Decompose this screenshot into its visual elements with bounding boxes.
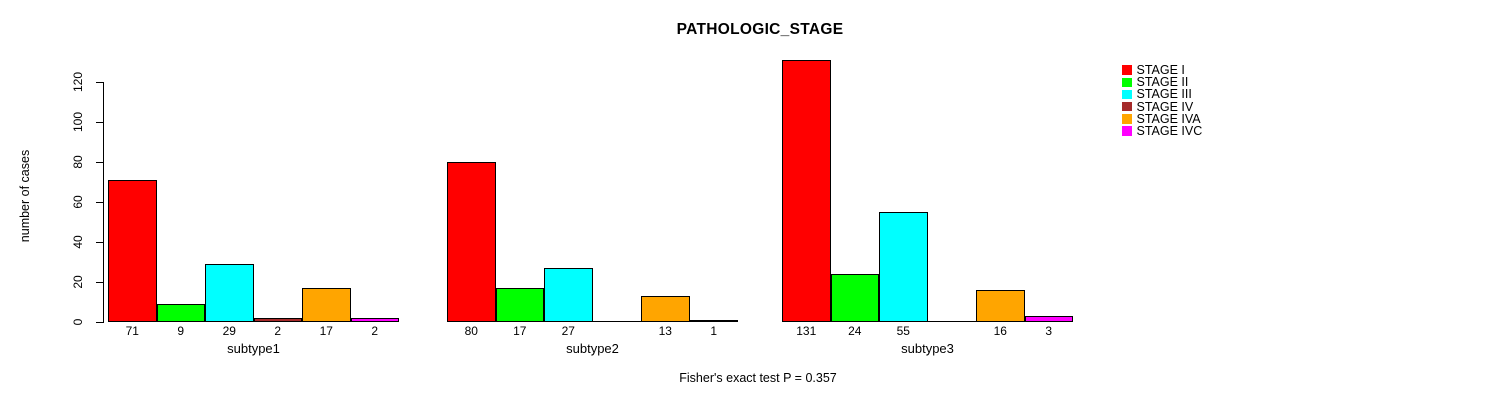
bar-value-label: 2 — [274, 324, 282, 338]
legend: STAGE I STAGE II STAGE III STAGE IV STAGE IV… — [1122, 63, 1203, 139]
bar-value-label: 17 — [513, 324, 527, 338]
bar — [205, 264, 254, 322]
bar — [447, 162, 496, 322]
bar-value-label: 1 — [710, 324, 718, 338]
bar-value-label: 17 — [319, 324, 333, 338]
legend-label: STAGE IVC — [1136, 124, 1203, 139]
bar — [830, 274, 879, 322]
y-axis-tick-label: 20 — [71, 275, 85, 289]
y-axis-tick-label: 40 — [71, 235, 85, 249]
legend-item: STAGE IV — [1122, 99, 1202, 114]
x-axis-category-label: subtype1 — [227, 341, 280, 356]
y-axis-tick — [96, 282, 103, 283]
x-axis-category-label: subtype2 — [566, 341, 619, 356]
legend-label: STAGE II — [1136, 75, 1189, 90]
bar — [976, 290, 1025, 322]
bar-value-label: 3 — [1045, 324, 1053, 338]
legend-color-swatch — [1122, 65, 1132, 75]
bar-value-label: 80 — [464, 324, 478, 338]
legend-color-swatch — [1122, 77, 1132, 88]
y-axis-tick — [96, 202, 103, 203]
bar-value-label: 27 — [561, 324, 575, 338]
legend-color-swatch — [1122, 114, 1132, 124]
y-axis-tick — [96, 242, 103, 243]
bar — [1024, 316, 1073, 322]
bar — [689, 320, 738, 322]
legend-label: STAGE I — [1136, 63, 1185, 78]
legend-item: STAGE II — [1122, 75, 1202, 90]
y-axis-tick — [96, 122, 103, 123]
y-axis-tick — [96, 82, 103, 83]
y-axis-tick — [96, 322, 103, 323]
y-axis-tick-label: 60 — [71, 195, 85, 209]
bar-zero-height — [592, 321, 641, 322]
bar — [350, 318, 399, 322]
legend-color-swatch — [1122, 101, 1132, 112]
chart-title: PATHOLOGIC_STAGE — [676, 21, 844, 38]
legend-label: STAGE III — [1136, 87, 1192, 102]
legend-item: STAGE I — [1122, 63, 1202, 78]
legend-color-swatch — [1122, 89, 1132, 100]
bar — [108, 180, 157, 322]
bar — [641, 296, 690, 322]
bar — [156, 304, 205, 322]
bar-value-label: 55 — [896, 324, 910, 338]
bar — [253, 318, 302, 322]
bar — [495, 288, 544, 322]
bar — [782, 60, 831, 322]
bar-value-label: 131 — [796, 324, 817, 338]
y-axis-tick-label: 100 — [71, 111, 85, 133]
legend-label: STAGE IV — [1136, 99, 1194, 114]
bar-value-label: 24 — [848, 324, 862, 338]
bar — [302, 288, 351, 322]
y-axis-tick — [96, 162, 103, 163]
bar-value-label: 71 — [125, 324, 139, 338]
bar-value-label: 2 — [371, 324, 379, 338]
annotation-fisher-test: Fisher's exact test P = 0.357 — [679, 371, 837, 385]
bar-value-label: 29 — [222, 324, 236, 338]
y-axis-tick-label: 120 — [71, 71, 85, 93]
bar-value-label: 9 — [177, 324, 185, 338]
bar-zero-height — [927, 321, 976, 322]
bar-value-label: 16 — [993, 324, 1007, 338]
legend-color-swatch — [1122, 126, 1132, 136]
legend-label: STAGE IVA — [1136, 111, 1201, 126]
legend-item: STAGE IVA — [1122, 111, 1202, 126]
legend-item: STAGE III — [1122, 87, 1202, 102]
bar — [544, 268, 593, 322]
x-axis-category-label: subtype3 — [901, 341, 954, 356]
bar-value-label: 13 — [658, 324, 672, 338]
y-axis-line — [103, 82, 104, 323]
legend-item: STAGE IVC — [1122, 124, 1203, 139]
bar — [879, 212, 928, 322]
y-axis-tick-label: 0 — [71, 318, 85, 326]
y-axis-tick-label: 80 — [71, 155, 85, 169]
